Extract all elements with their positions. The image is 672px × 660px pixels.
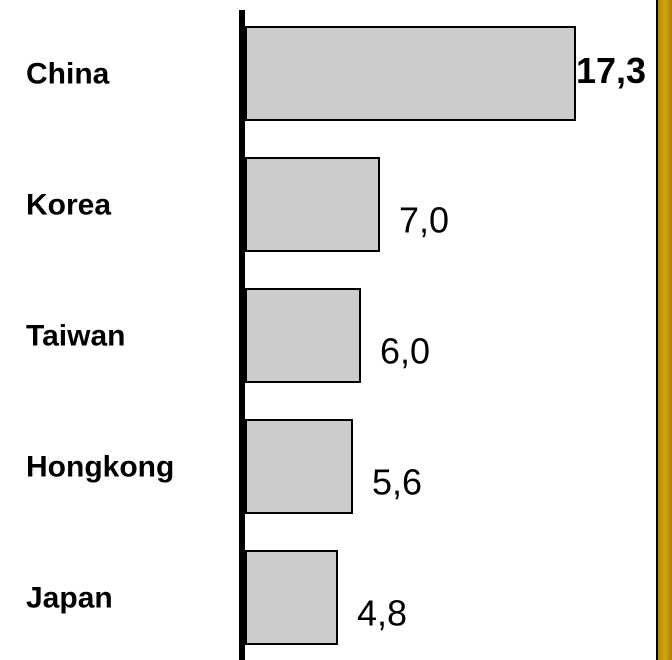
value-label-china: 17,3: [576, 50, 646, 91]
bar-korea: [245, 157, 380, 252]
value-label-taiwan: 6,0: [380, 331, 430, 372]
bars-layer: [245, 26, 576, 645]
category-label-japan: Japan: [26, 582, 113, 615]
labels-layer: China 17,3 Korea 7,0 Taiwan 6,0 Hongkong 5,6 Jap…: [26, 50, 646, 634]
bar-chart: China 17,3 Korea 7,0 Taiwan 6,0 Hongkong 5,6 Jap…: [26, 10, 646, 660]
value-label-korea: 7,0: [399, 200, 449, 241]
category-label-hongkong: Hongkong: [26, 451, 174, 484]
category-label-china: China: [26, 58, 110, 91]
value-label-japan: 4,8: [357, 593, 407, 634]
category-label-korea: Korea: [26, 189, 111, 222]
bar-taiwan: [245, 288, 361, 383]
bar-china: [245, 26, 576, 121]
value-label-hongkong: 5,6: [372, 462, 422, 503]
bar-hongkong: [245, 419, 353, 514]
bar-japan: [245, 550, 338, 645]
category-label-taiwan: Taiwan: [26, 320, 125, 353]
frame-right-border: [656, 0, 672, 660]
